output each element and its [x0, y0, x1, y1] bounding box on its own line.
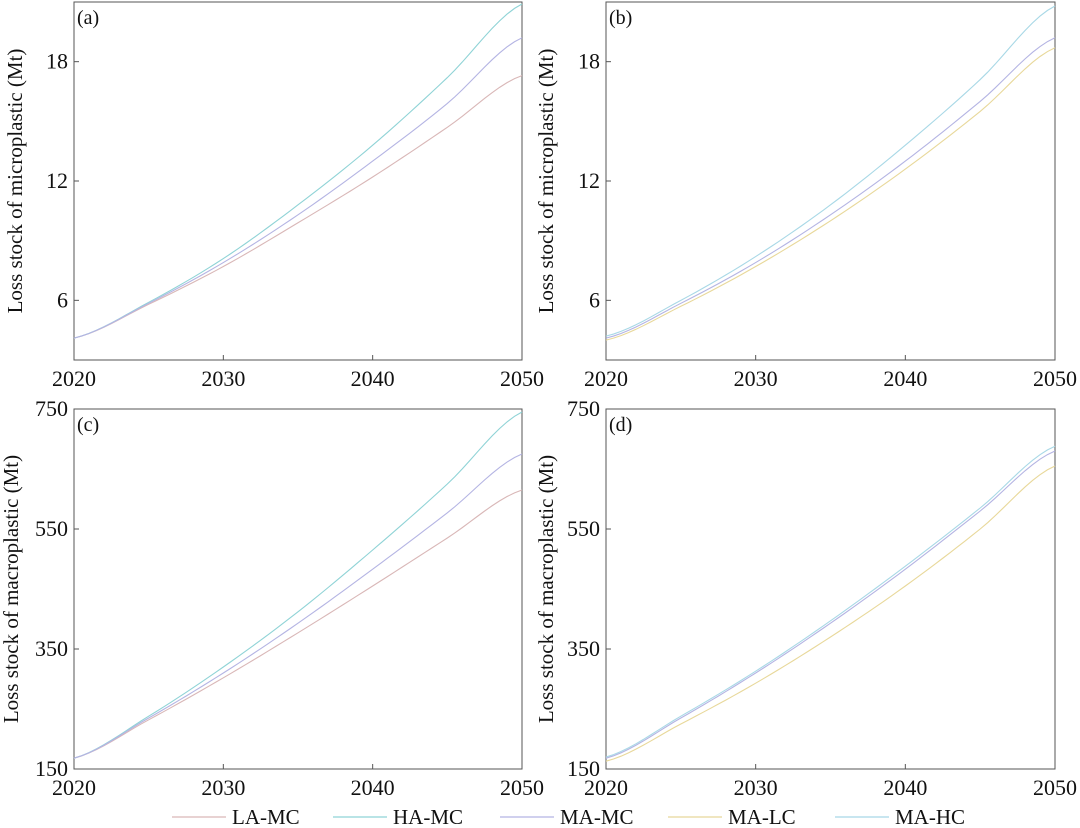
legend-item-ma-lc: MA-LC	[668, 805, 796, 828]
y-tick-label: 350	[567, 636, 600, 661]
x-tick-label: 2040	[883, 366, 927, 391]
x-tick-label: 2040	[351, 775, 395, 800]
panel-label: (c)	[77, 414, 99, 436]
x-tick-label: 2050	[1033, 775, 1077, 800]
x-tick-label: 2030	[201, 366, 245, 391]
x-tick-label: 2040	[351, 366, 395, 391]
legend-label: MA-HC	[895, 805, 965, 828]
y-tick-label: 18	[578, 49, 600, 74]
legend-label: HA-MC	[393, 805, 463, 828]
series-line-ma-lc	[605, 47, 1056, 341]
series-line-ha-mc	[73, 411, 523, 759]
y-tick-label: 550	[567, 516, 600, 541]
y-axis-label: Loss stock of microplastic (Mt)	[3, 49, 27, 314]
x-tick-label: 2030	[734, 366, 778, 391]
y-tick-label: 350	[35, 636, 68, 661]
y-tick-label: 12	[46, 168, 68, 193]
y-axis-label: Loss stock of microplastic (Mt)	[534, 49, 558, 314]
legend-item-ma-mc: MA-MC	[500, 805, 634, 828]
x-tick-label: 2050	[500, 775, 544, 800]
x-tick-label: 2050	[500, 366, 544, 391]
x-tick-label: 2050	[1033, 366, 1077, 391]
x-tick-label: 2020	[52, 775, 96, 800]
series-line-ma-mc	[605, 450, 1056, 759]
y-tick-label: 150	[35, 756, 68, 781]
series-line-ma-mc	[605, 37, 1056, 339]
series-line-la-mc	[73, 75, 523, 339]
legend-label: MA-LC	[728, 805, 796, 828]
y-tick-label: 750	[35, 396, 68, 421]
y-tick-label: 18	[46, 49, 68, 74]
y-tick-label: 6	[589, 287, 600, 312]
x-tick-label: 2020	[584, 775, 628, 800]
chart-panel-b: 2020 2030 2040 2050 6 12 18 (b) Loss stock of mi…	[534, 1, 1077, 391]
plot-frame	[605, 1, 1056, 361]
x-tick-label: 2040	[883, 775, 927, 800]
chart-panel-c: 2020 2030 2040 2050 150 350 550 750 (c) Loss stoc…	[0, 396, 544, 800]
plot-frame	[73, 408, 523, 770]
series-line-ha-mc	[73, 3, 523, 339]
x-tick-label: 2020	[52, 366, 96, 391]
series-line-la-mc	[73, 489, 523, 759]
x-tick-label: 2030	[201, 775, 245, 800]
y-tick-label: 550	[35, 516, 68, 541]
y-axis-label: Loss stock of macroplastic (Mt)	[534, 455, 558, 723]
y-tick-label: 750	[567, 396, 600, 421]
legend-item-la-mc: LA-MC	[172, 805, 300, 828]
series-line-ma-hc	[605, 5, 1056, 337]
legend-label: MA-MC	[560, 805, 634, 828]
y-tick-label: 12	[578, 168, 600, 193]
plot-frame	[605, 408, 1056, 770]
series-line-ma-mc	[73, 453, 523, 759]
panel-label: (d)	[609, 414, 632, 436]
series-line-ma-hc	[605, 445, 1056, 758]
panel-label: (b)	[609, 7, 632, 29]
y-axis-label: Loss stock of macroplastic (Mt)	[0, 455, 23, 723]
y-tick-label: 6	[57, 287, 68, 312]
panel-label: (a)	[77, 7, 99, 29]
legend-label: LA-MC	[232, 805, 300, 828]
x-tick-label: 2020	[584, 366, 628, 391]
legend: LA-MC HA-MC MA-MC MA-LC MA-HC	[172, 805, 965, 828]
chart-panel-d: 2020 2030 2040 2050 150 350 550 750 (d) Loss stoc…	[534, 396, 1077, 800]
series-line-ma-lc	[605, 465, 1056, 762]
series-line-ma-mc	[73, 37, 523, 339]
legend-item-ha-mc: HA-MC	[333, 805, 463, 828]
legend-item-ma-hc: MA-HC	[835, 805, 965, 828]
y-tick-label: 150	[567, 756, 600, 781]
chart-panel-a: 2020 2030 2040 2050 6 12 18 (a) Loss stock of mi…	[3, 1, 544, 391]
x-tick-label: 2030	[734, 775, 778, 800]
